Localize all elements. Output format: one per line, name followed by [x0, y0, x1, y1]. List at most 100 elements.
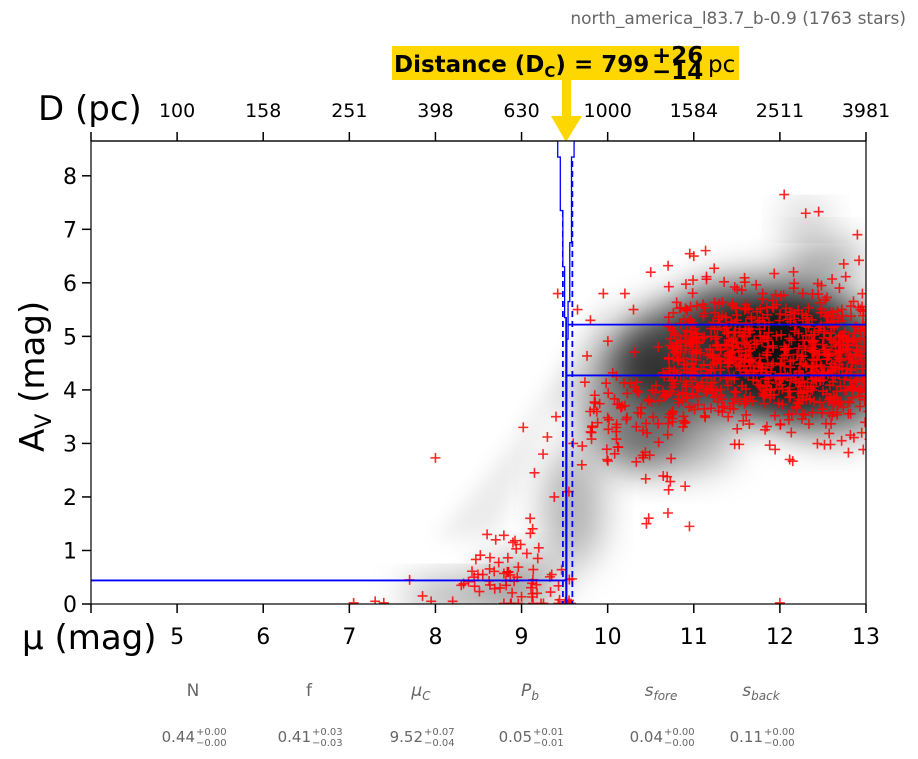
star-marker: [629, 347, 640, 358]
star-marker: [733, 360, 744, 371]
star-marker: [525, 528, 536, 539]
star-marker: [765, 389, 776, 400]
star-marker: [802, 377, 813, 388]
top-tick-label: 1000: [583, 100, 631, 122]
star-marker: [489, 566, 500, 577]
star-marker: [869, 357, 879, 367]
star-marker: [692, 328, 703, 339]
star-marker: [672, 394, 683, 405]
star-marker: [692, 391, 703, 402]
star-marker: [866, 371, 876, 381]
star-marker: [727, 346, 738, 357]
star-marker: [694, 338, 705, 349]
star-marker: [723, 354, 734, 365]
star-marker: [833, 340, 844, 351]
param-plus: +0.00: [196, 727, 227, 738]
star-marker: [378, 597, 389, 604]
star-marker: [668, 307, 679, 318]
y-axis-title: AV (mag): [13, 301, 57, 452]
top-tick-label: 158: [245, 100, 281, 122]
star-marker: [770, 444, 781, 455]
star-marker: [826, 310, 837, 321]
star-marker: [736, 380, 747, 391]
star-marker: [659, 371, 670, 382]
star-marker: [764, 440, 775, 451]
star-marker: [854, 401, 865, 412]
star-marker: [863, 339, 866, 342]
star-marker: [725, 403, 736, 414]
star-marker: [797, 413, 808, 424]
star-marker: [847, 334, 858, 345]
star-marker: [739, 398, 750, 409]
star-marker: [753, 360, 764, 371]
star-marker: [663, 281, 674, 292]
star-marker: [729, 439, 740, 450]
star-marker: [430, 452, 441, 463]
param-name: Pb: [521, 681, 539, 703]
y-tick-label: 3: [63, 432, 77, 457]
star-marker: [786, 427, 797, 438]
star-marker: [796, 388, 807, 399]
star-marker: [711, 339, 722, 350]
star-marker: [824, 428, 835, 439]
star-marker: [516, 591, 527, 602]
star-marker: [733, 343, 744, 354]
star-marker: [687, 341, 698, 352]
star-marker: [762, 347, 773, 358]
star-marker: [771, 330, 782, 341]
star-marker: [738, 415, 749, 426]
star-marker: [869, 316, 879, 326]
star-marker: [786, 307, 797, 318]
star-marker: [865, 411, 866, 413]
chart-subtitle: north_america_l83.7_b-0.9 (1763 stars): [570, 9, 906, 29]
star-marker: [751, 279, 762, 290]
star-marker: [755, 365, 766, 376]
param-name: μC: [410, 681, 431, 703]
x-tick-label: 7: [342, 625, 356, 650]
star-marker: [709, 263, 720, 274]
star-marker: [659, 390, 670, 401]
star-marker: [714, 298, 725, 309]
star-marker: [786, 335, 797, 346]
star-marker: [849, 377, 860, 388]
star-marker: [680, 381, 691, 392]
star-marker: [805, 368, 816, 379]
star-marker: [809, 355, 820, 366]
star-marker: [533, 542, 544, 553]
star-marker: [773, 398, 784, 409]
star-marker: [861, 356, 866, 367]
star-marker: [835, 381, 846, 392]
star-marker: [799, 340, 810, 351]
star-marker: [774, 597, 785, 604]
star-marker: [653, 437, 664, 448]
star-marker: [849, 328, 860, 339]
star-marker: [869, 335, 879, 345]
star-marker: [780, 309, 791, 320]
star-marker: [817, 404, 828, 415]
star-marker: [734, 327, 745, 338]
star-marker: [812, 438, 823, 449]
top-tick-label: 100: [159, 100, 195, 122]
star-marker: [723, 334, 734, 345]
top-tick-label: 630: [503, 100, 539, 122]
param-name: sback: [742, 681, 780, 703]
star-marker: [767, 340, 778, 351]
star-marker: [484, 563, 495, 574]
star-marker: [820, 418, 831, 429]
param-plus: +0.01: [533, 727, 564, 738]
star-marker: [529, 467, 540, 478]
star-marker: [865, 355, 866, 358]
x-tick-label: 11: [680, 625, 708, 650]
param-minus: −0.04: [424, 738, 455, 749]
star-marker: [698, 311, 709, 322]
star-marker: [598, 288, 609, 299]
star-marker: [498, 530, 509, 541]
star-marker: [469, 581, 480, 592]
banner-arrow-shaft: [562, 80, 571, 117]
star-marker: [819, 439, 830, 450]
star-marker: [818, 369, 829, 380]
star-marker: [757, 294, 768, 305]
star-marker: [863, 332, 866, 335]
banner-background: [392, 46, 739, 80]
star-marker: [658, 470, 669, 481]
